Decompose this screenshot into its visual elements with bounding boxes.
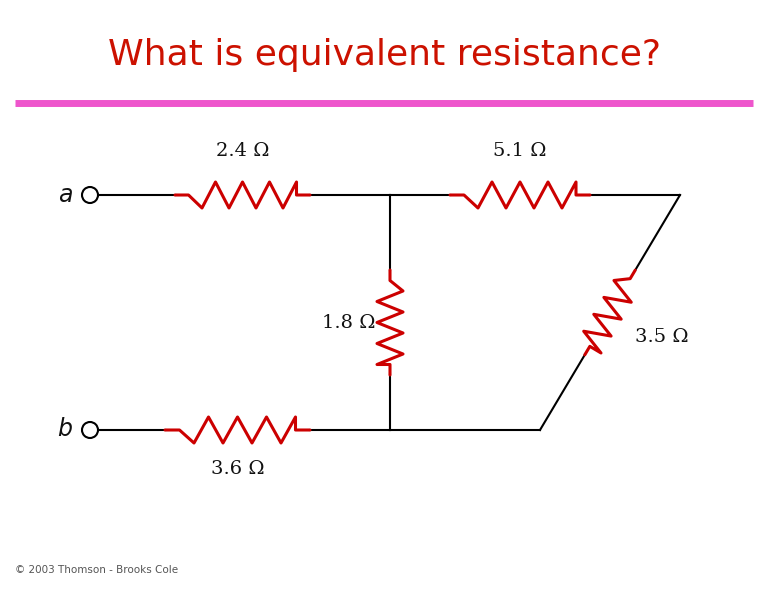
- Text: 2.4 Ω: 2.4 Ω: [216, 142, 270, 160]
- Text: $b$: $b$: [57, 419, 73, 442]
- Text: 3.6 Ω: 3.6 Ω: [210, 460, 264, 478]
- Text: © 2003 Thomson - Brooks Cole: © 2003 Thomson - Brooks Cole: [15, 565, 178, 575]
- Text: $a$: $a$: [58, 183, 72, 206]
- Text: What is equivalent resistance?: What is equivalent resistance?: [108, 38, 660, 72]
- Text: 5.1 Ω: 5.1 Ω: [493, 142, 547, 160]
- Text: 1.8 Ω: 1.8 Ω: [322, 314, 375, 331]
- Text: 3.5 Ω: 3.5 Ω: [635, 327, 689, 346]
